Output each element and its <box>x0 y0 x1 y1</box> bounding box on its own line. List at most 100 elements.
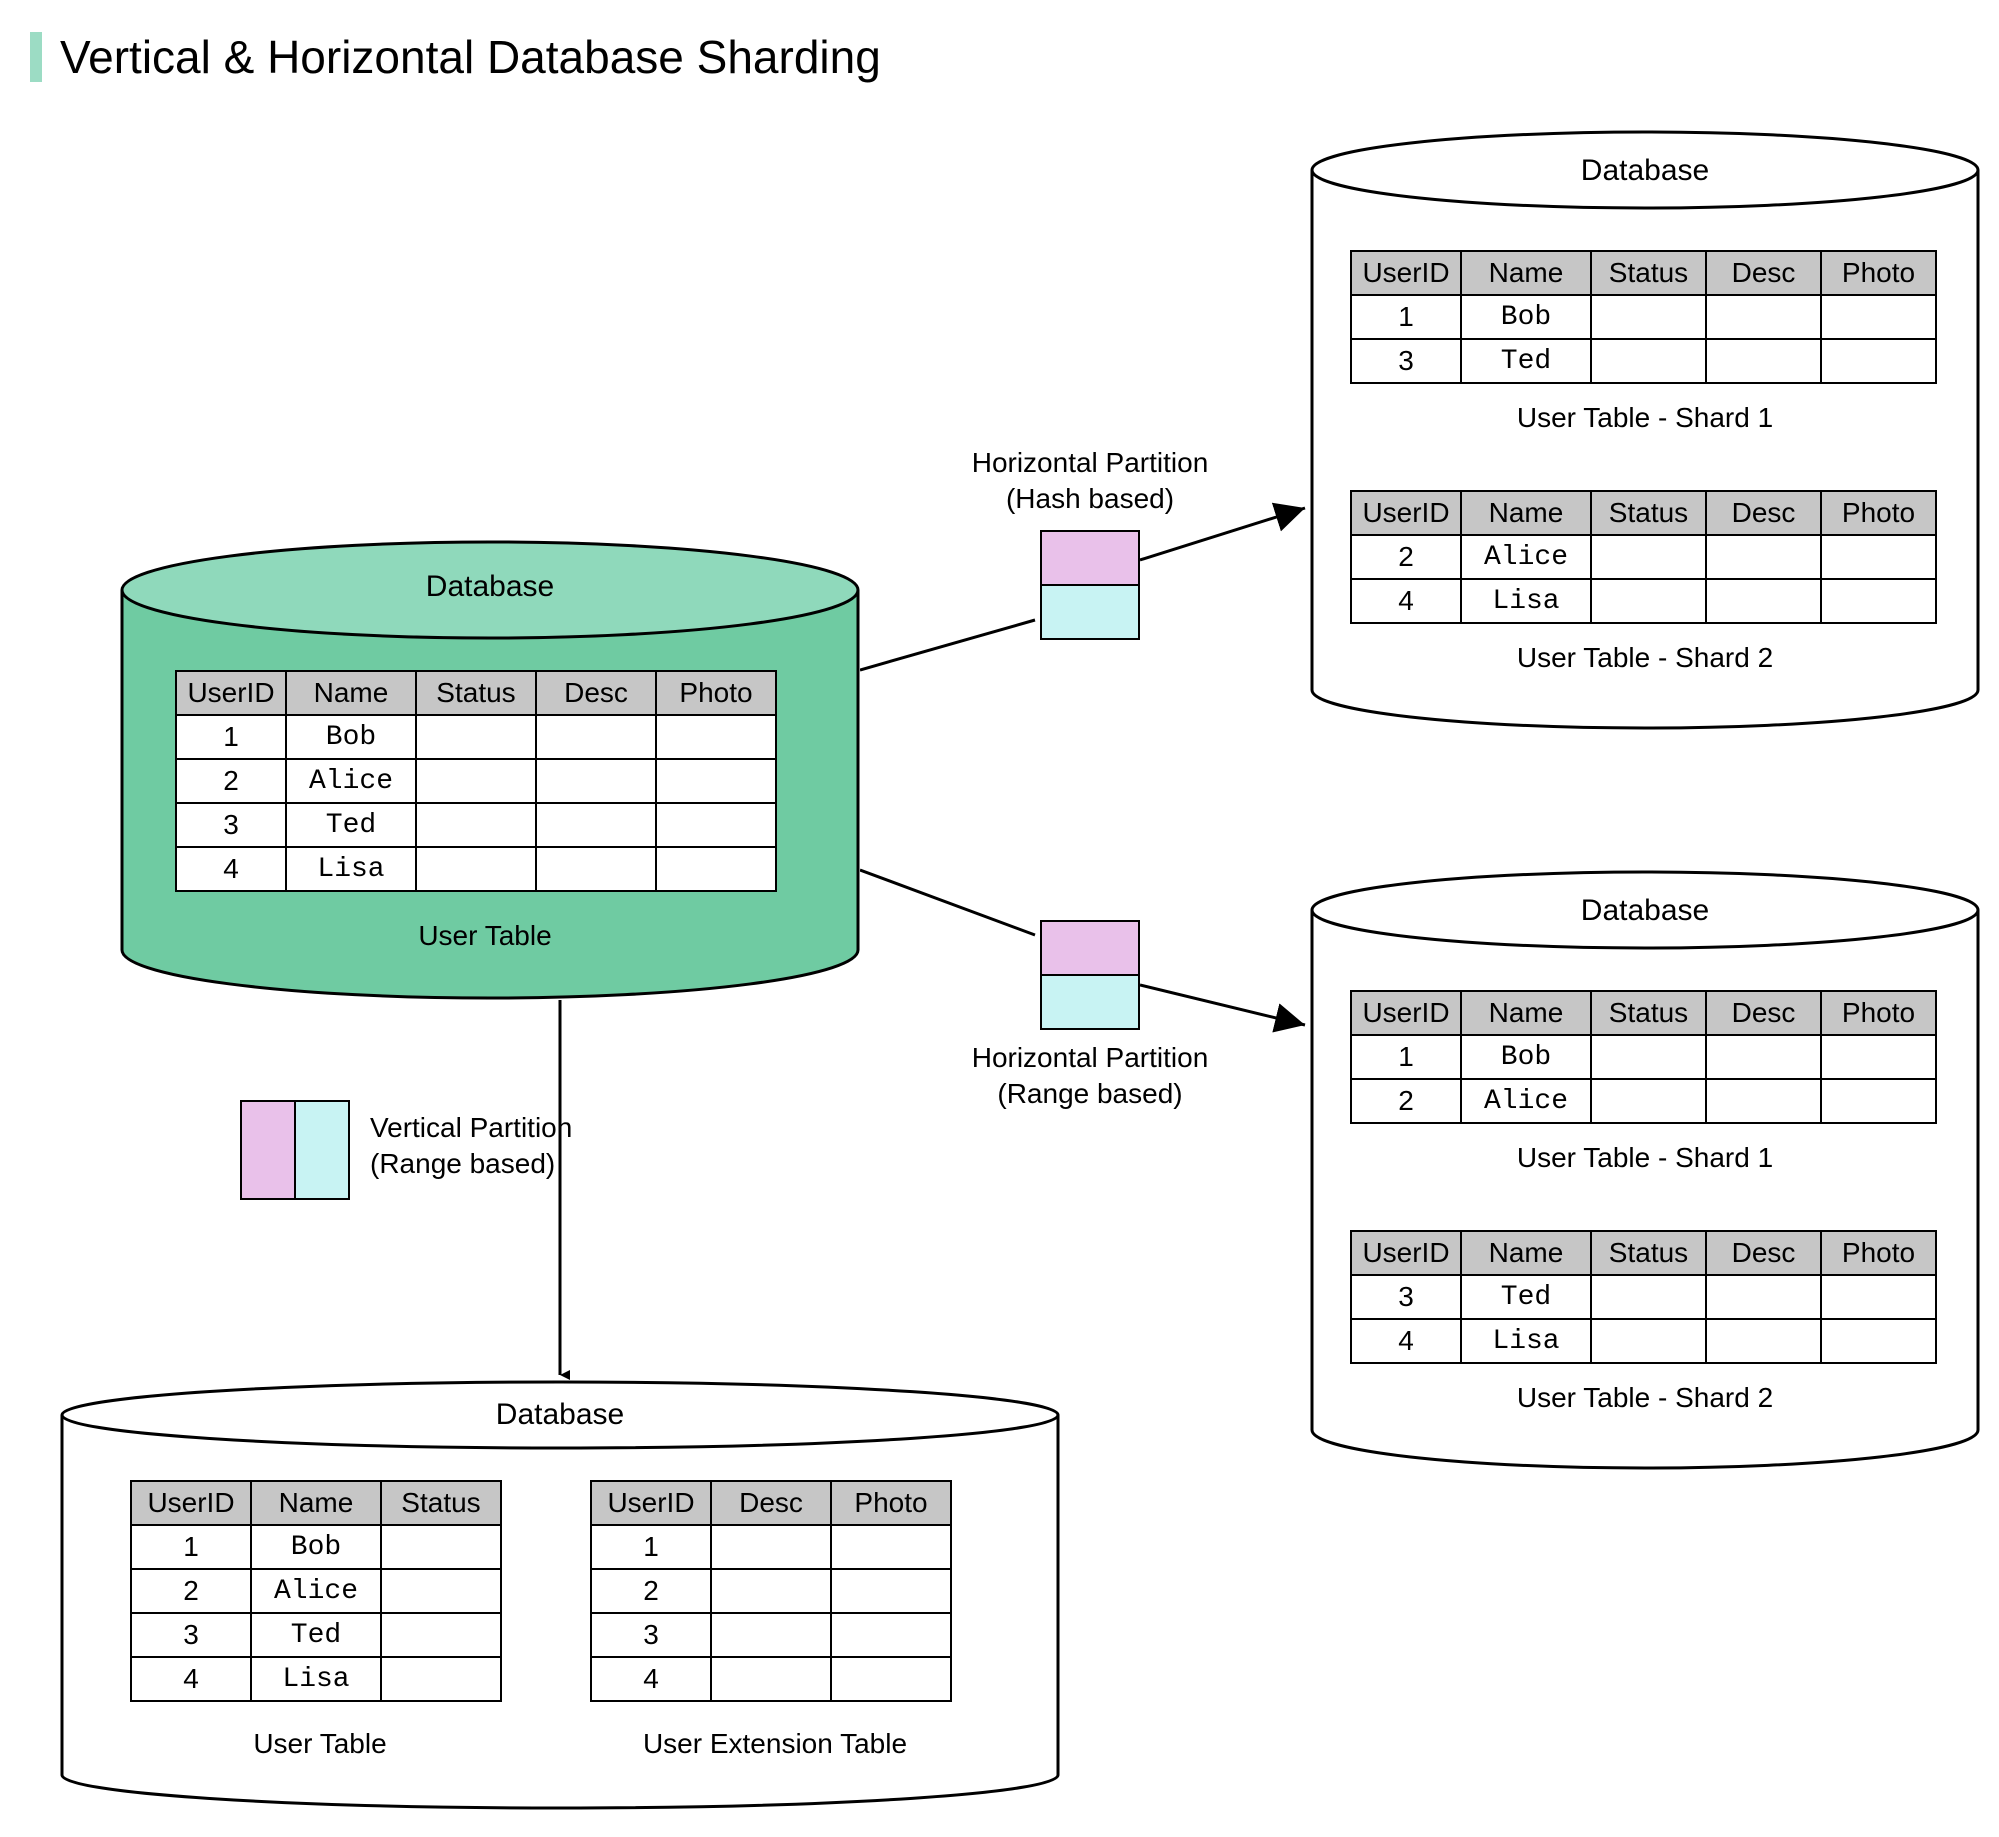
range-shard1-table: UserID Name Status Desc Photo 1Bob 2Alic… <box>1350 990 1937 1124</box>
col-name: Name <box>286 671 416 715</box>
range-shard2-caption: User Table - Shard 2 <box>1350 1382 1940 1414</box>
range-split-icon <box>1040 920 1140 1030</box>
col: Status <box>1591 491 1706 535</box>
range-db-label: Database <box>1310 894 1980 928</box>
col: Name <box>1461 491 1591 535</box>
vertical-split-icon <box>240 1100 350 1200</box>
vertical-left-table: UserID Name Status 1Bob 2Alice 3Ted 4Lis… <box>130 1480 502 1702</box>
col: UserID <box>591 1481 711 1525</box>
cell: Alice <box>1461 1079 1591 1123</box>
arrow-hash-to-db <box>1140 500 1320 580</box>
vertical-left-caption: User Table <box>130 1728 510 1760</box>
cell: 4 <box>1351 1319 1461 1363</box>
split-pink <box>1042 532 1138 586</box>
cell: Lisa <box>1461 579 1591 623</box>
cell: 4 <box>591 1657 711 1701</box>
cell: Ted <box>1461 1275 1591 1319</box>
col: Photo <box>1821 1231 1936 1275</box>
col: Desc <box>1706 251 1821 295</box>
cell: 3 <box>1351 339 1461 383</box>
cell: Alice <box>1461 535 1591 579</box>
col: Name <box>1461 251 1591 295</box>
col: Photo <box>1821 491 1936 535</box>
label-line1: Horizontal Partition <box>972 447 1209 478</box>
cell: 2 <box>176 759 286 803</box>
vertical-right-table: UserID Desc Photo 1 2 3 4 <box>590 1480 952 1702</box>
arrow-to-range-icon <box>860 865 1040 945</box>
col: Name <box>1461 991 1591 1035</box>
range-shard1-caption: User Table - Shard 1 <box>1350 1142 1940 1174</box>
cell: Bob <box>1461 295 1591 339</box>
cell: 2 <box>1351 1079 1461 1123</box>
hash-shard1-caption: User Table - Shard 1 <box>1350 402 1940 434</box>
split-cyan <box>296 1102 348 1198</box>
col: UserID <box>1351 1231 1461 1275</box>
source-table-caption: User Table <box>175 920 795 952</box>
cell: 1 <box>1351 1035 1461 1079</box>
cell: 1 <box>176 715 286 759</box>
cell: Lisa <box>1461 1319 1591 1363</box>
page-title: Vertical & Horizontal Database Sharding <box>60 30 881 84</box>
vertical-partition-label: Vertical Partition (Range based) <box>370 1110 630 1183</box>
cell: Bob <box>251 1525 381 1569</box>
range-partition-label: Horizontal Partition (Range based) <box>940 1040 1240 1113</box>
cell: 3 <box>591 1613 711 1657</box>
split-cyan <box>1042 586 1138 638</box>
split-cyan <box>1042 976 1138 1028</box>
col: Name <box>251 1481 381 1525</box>
vertical-db-label: Database <box>60 1398 1060 1432</box>
cell: Ted <box>251 1613 381 1657</box>
title-accent <box>30 32 42 82</box>
source-user-table: UserID Name Status Desc Photo 1Bob 2Alic… <box>175 670 777 892</box>
label-line1: Vertical Partition <box>370 1112 572 1143</box>
col-status: Status <box>416 671 536 715</box>
source-db-label: Database <box>120 570 860 604</box>
range-shard2-table: UserID Name Status Desc Photo 3Ted 4Lisa <box>1350 1230 1937 1364</box>
col: Desc <box>1706 491 1821 535</box>
col-photo: Photo <box>656 671 776 715</box>
col: Photo <box>1821 251 1936 295</box>
label-line1: Horizontal Partition <box>972 1042 1209 1073</box>
col: Desc <box>1706 1231 1821 1275</box>
col-userid: UserID <box>176 671 286 715</box>
col: Name <box>1461 1231 1591 1275</box>
cell: 3 <box>176 803 286 847</box>
col-desc: Desc <box>536 671 656 715</box>
cell: 2 <box>1351 535 1461 579</box>
cell: Bob <box>1461 1035 1591 1079</box>
cell: 3 <box>1351 1275 1461 1319</box>
cell: 3 <box>131 1613 251 1657</box>
arrow-to-hash-icon <box>860 615 1040 675</box>
col: Photo <box>831 1481 951 1525</box>
col: Status <box>381 1481 501 1525</box>
cell: Ted <box>1461 339 1591 383</box>
col: Desc <box>711 1481 831 1525</box>
cell: Bob <box>286 715 416 759</box>
cell: 1 <box>1351 295 1461 339</box>
cell: 2 <box>131 1569 251 1613</box>
cell: 4 <box>131 1657 251 1701</box>
cell: 1 <box>591 1525 711 1569</box>
col: Desc <box>1706 991 1821 1035</box>
title-bar: Vertical & Horizontal Database Sharding <box>30 30 881 84</box>
cell: Alice <box>251 1569 381 1613</box>
col: Photo <box>1821 991 1936 1035</box>
cell: Lisa <box>286 847 416 891</box>
hash-split-icon <box>1040 530 1140 640</box>
cell: 2 <box>591 1569 711 1613</box>
arrow-range-to-db <box>1140 980 1320 1040</box>
hash-db-label: Database <box>1310 154 1980 188</box>
cell: 1 <box>131 1525 251 1569</box>
vertical-right-caption: User Extension Table <box>590 1728 960 1760</box>
arrow-to-vertical-db <box>550 1000 570 1390</box>
hash-shard1-table: UserID Name Status Desc Photo 1Bob 3Ted <box>1350 250 1937 384</box>
col: UserID <box>131 1481 251 1525</box>
col: UserID <box>1351 251 1461 295</box>
cell: 4 <box>1351 579 1461 623</box>
label-line2: (Range based) <box>997 1078 1182 1109</box>
cell: Alice <box>286 759 416 803</box>
col: UserID <box>1351 491 1461 535</box>
col: Status <box>1591 1231 1706 1275</box>
col: Status <box>1591 991 1706 1035</box>
cell: Lisa <box>251 1657 381 1701</box>
